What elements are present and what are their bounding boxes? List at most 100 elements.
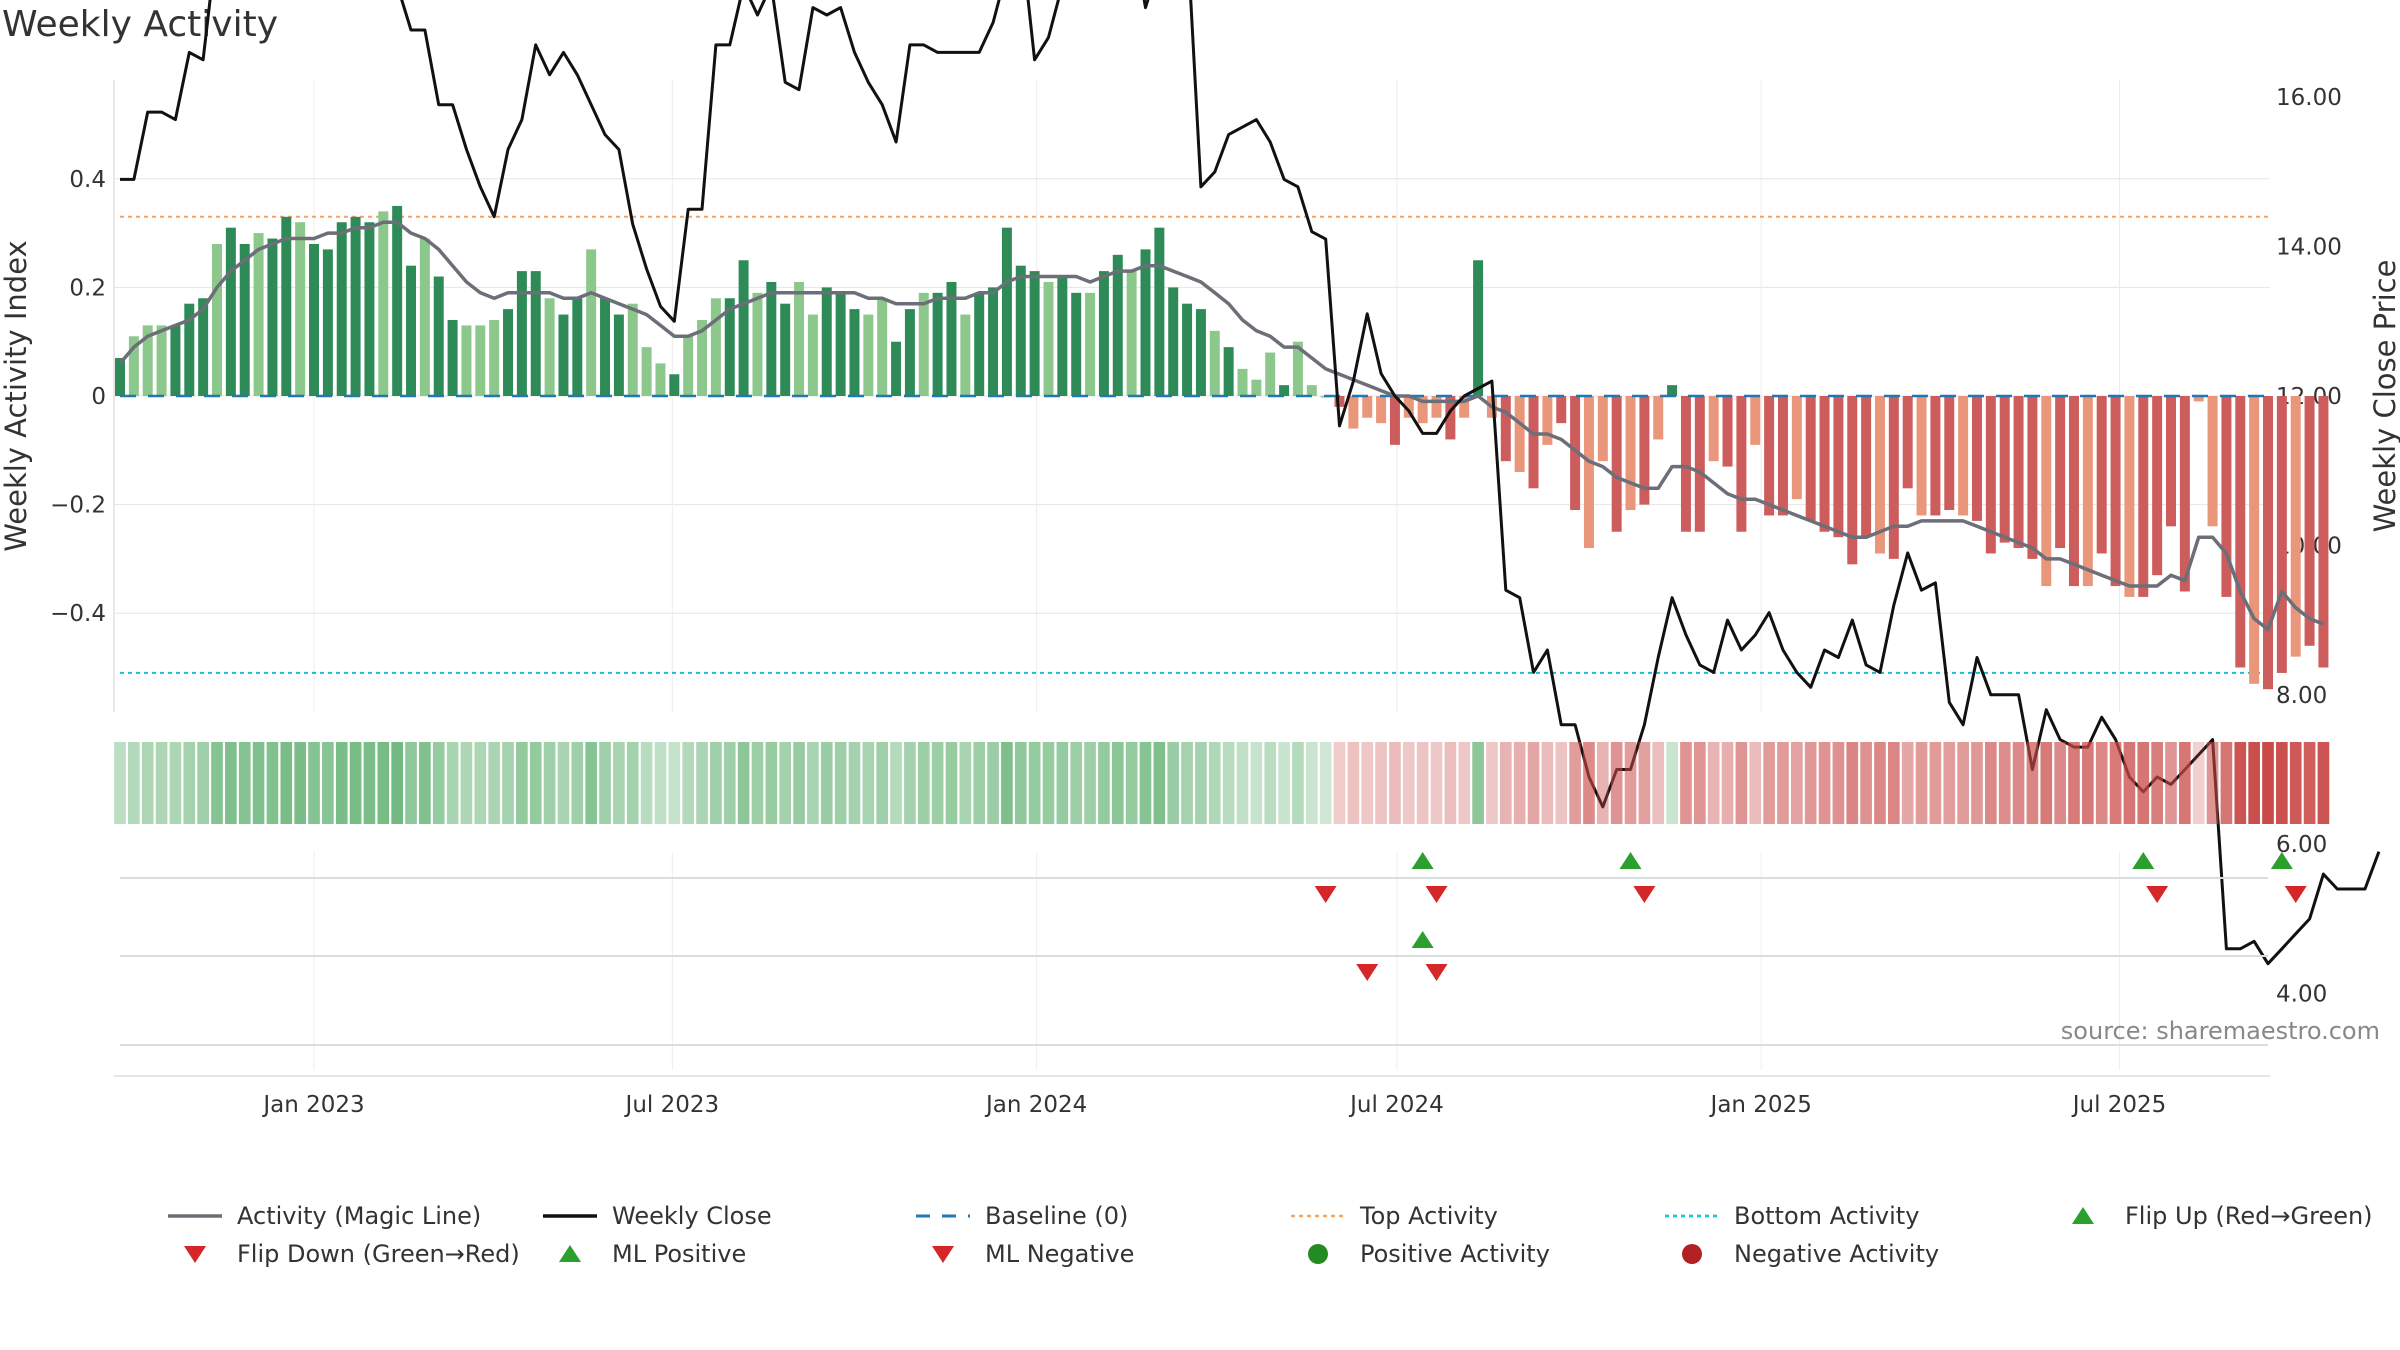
activity-bar (1833, 396, 1844, 538)
activity-bar (738, 260, 749, 396)
heat-strip-cell (585, 742, 597, 824)
activity-bar (1403, 396, 1414, 418)
heat-strip-cell (1430, 742, 1443, 824)
x-tick-label: Jul 2024 (1348, 1092, 1444, 1118)
heat-strip-cell (197, 742, 209, 824)
activity-bar (627, 303, 638, 396)
heat-strip-cell (169, 742, 182, 824)
heat-strip-cell (294, 742, 306, 824)
activity-bar (1764, 396, 1775, 516)
left-tick-label: 0.4 (69, 167, 106, 193)
activity-bar (794, 281, 805, 396)
heat-strip-cell (2248, 742, 2260, 824)
activity-bar (392, 205, 403, 396)
activity-bar (544, 298, 555, 396)
heat-strip-cell (945, 742, 958, 824)
heat-strip-cell (2026, 742, 2039, 824)
flip-up-marker (2132, 852, 2155, 869)
heat-strip-cell (1153, 742, 1166, 824)
activity-bar (2027, 396, 2038, 559)
activity-bar (1556, 396, 1567, 424)
activity-bar (1930, 396, 1941, 516)
activity-bar (1570, 396, 1581, 511)
heat-strip-cell (571, 742, 584, 824)
heat-strip-cell (1666, 742, 1678, 824)
heat-strip-cell (1735, 742, 1748, 824)
activity-bar (433, 276, 444, 396)
heat-strip-cell (1874, 742, 1886, 824)
activity-bar (1819, 396, 1830, 532)
heat-strip-cell (1292, 742, 1304, 824)
heat-strip-cell (793, 742, 805, 824)
activity-bar (2055, 396, 2066, 549)
heat-strip-cell (682, 742, 695, 824)
legend-label: Top Activity (1359, 1202, 1498, 1230)
heat-strip-cell (1361, 742, 1374, 824)
heat-strip-cell (1971, 742, 1983, 824)
heat-strip-cell (474, 742, 487, 824)
flip-down-marker (2146, 886, 2169, 903)
activity-bar (419, 238, 430, 396)
heat-strip-cell (516, 742, 528, 824)
heat-strip-cell (2082, 742, 2094, 824)
heat-strip-cell (252, 742, 265, 824)
heat-strip-cell (890, 742, 902, 824)
ml-negative-marker (1356, 964, 1379, 981)
heat-strip-cell (1319, 742, 1332, 824)
activity-bar (613, 314, 624, 396)
activity-bar (1667, 385, 1678, 396)
activity-bar (253, 233, 264, 396)
heat-strip-cell (2276, 742, 2288, 824)
legend-label: Positive Activity (1360, 1240, 1550, 1268)
activity-bar (1431, 396, 1442, 418)
activity-bar (128, 336, 139, 396)
activity-bar (1639, 396, 1650, 505)
activity-bar (641, 347, 652, 396)
heat-strip-cell (1028, 742, 1041, 824)
heat-strip-cell (1596, 742, 1609, 824)
flip-down-marker (2284, 886, 2307, 903)
heat-strip-cell (141, 742, 154, 824)
heat-strip-cell (1375, 742, 1387, 824)
flip-down-marker (1314, 886, 1337, 903)
heat-strip-cell (1943, 742, 1956, 824)
activity-bar (752, 292, 763, 396)
activity-bar (863, 314, 874, 396)
activity-bar (821, 287, 832, 396)
heat-strip-cell (1499, 742, 1512, 824)
heat-strip-cell (1125, 742, 1138, 824)
heat-strip-cell (308, 742, 320, 824)
heat-strip-cell (1846, 742, 1859, 824)
activity-bar (1029, 271, 1040, 396)
activity-bar (1057, 276, 1068, 396)
activity-bar (475, 325, 486, 396)
activity-bar (336, 222, 347, 396)
heat-strip-cell (183, 742, 196, 824)
heat-strip-cell (1749, 742, 1762, 824)
heat-strip-cell (1915, 742, 1928, 824)
activity-bar (1209, 330, 1220, 396)
heat-strip-cell (973, 742, 986, 824)
activity-bar (904, 309, 915, 396)
weekly-close-series (120, 0, 2381, 966)
heat-strip-cell (1818, 742, 1831, 824)
activity-bar (2179, 396, 2190, 592)
heat-strip-cell (2220, 742, 2233, 824)
heat-strip-cell (1347, 742, 1360, 824)
heat-strip-cell (1111, 742, 1124, 824)
heat-strip-cell (626, 742, 639, 824)
heat-strip-cell (432, 742, 445, 824)
heat-strip-cell (543, 742, 556, 824)
heat-strip-cell (2317, 742, 2330, 824)
activity-bar (239, 243, 250, 396)
ml-positive-marker (1411, 931, 1434, 948)
legend-swatch (559, 1245, 581, 1262)
legend-label: ML Negative (985, 1240, 1134, 1268)
activity-bar (1902, 396, 1913, 489)
heat-strip-cell (2303, 742, 2316, 824)
ml-negative-marker (1425, 964, 1448, 981)
activity-bar (1292, 341, 1303, 396)
heat-strip-cell (1098, 742, 1110, 824)
legend-label: Negative Activity (1734, 1240, 1939, 1268)
heat-strip-cell (696, 742, 708, 824)
